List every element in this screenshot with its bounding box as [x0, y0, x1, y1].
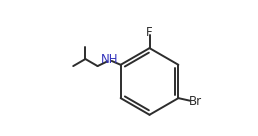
- Text: F: F: [146, 26, 153, 39]
- Text: NH: NH: [101, 52, 118, 66]
- Text: Br: Br: [189, 95, 202, 109]
